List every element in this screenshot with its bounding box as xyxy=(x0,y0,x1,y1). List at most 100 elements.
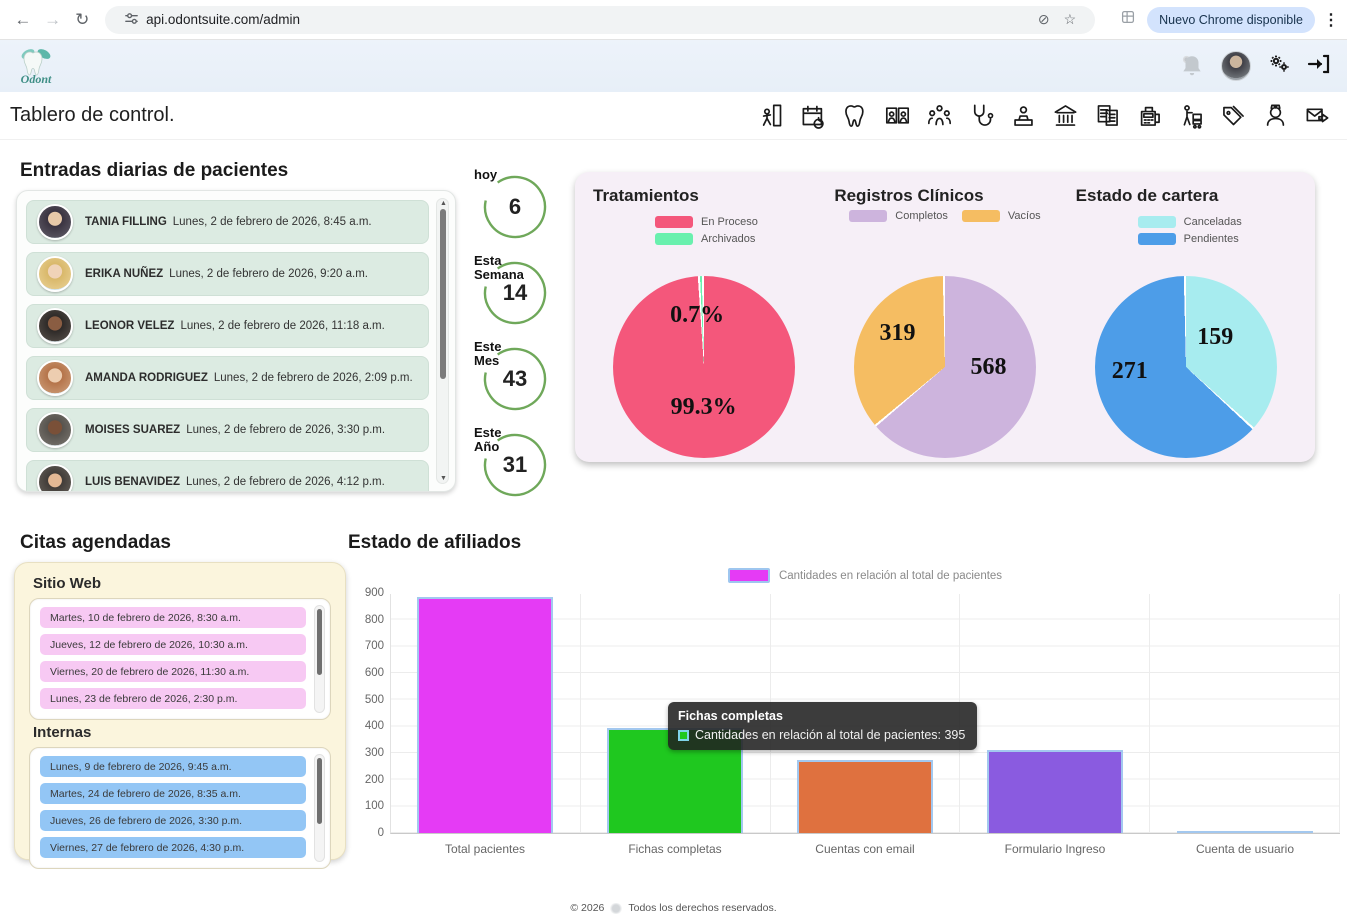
scroll-down-icon[interactable]: ▼ xyxy=(440,475,447,482)
pie-value-label: 99.3% xyxy=(670,394,737,420)
patient-row[interactable]: AMANDA RODRIGUEZ Lunes, 2 de febrero de 2… xyxy=(26,356,429,400)
footer-rights: Todos los derechos reservados. xyxy=(628,902,777,914)
cita-item[interactable]: Martes, 10 de febrero de 2026, 8:30 a.m. xyxy=(40,607,306,628)
patient-row[interactable]: TANIA FILLING Lunes, 2 de febrero de 2026… xyxy=(26,200,429,244)
bar[interactable] xyxy=(986,750,1123,833)
patient-entries-scrollbar[interactable]: ▲ ▼ xyxy=(436,198,449,484)
stethoscope-icon[interactable] xyxy=(968,102,995,129)
stat-badge: 43 Este Mes xyxy=(470,340,564,416)
stat-badge: 14 Esta Semana xyxy=(470,254,564,330)
bar-legend[interactable]: Cantidades en relación al total de pacie… xyxy=(390,568,1340,583)
stat-ring-icon xyxy=(482,346,548,417)
invoices-icon[interactable] xyxy=(1094,102,1121,129)
settings-gears-icon[interactable] xyxy=(1267,53,1291,80)
patient-row[interactable]: ERIKA NUÑEZ Lunes, 2 de febrero de 2026, … xyxy=(26,252,429,296)
patient-row[interactable]: LEONOR VELEZ Lunes, 2 de febrero de 2026,… xyxy=(26,304,429,348)
pie-title: Tratamientos xyxy=(593,186,699,205)
citas-panel: Sitio Web Martes, 10 de febrero de 2026, … xyxy=(14,562,346,869)
reload-icon[interactable]: ↻ xyxy=(75,9,90,29)
cita-item[interactable]: Martes, 24 de febrero de 2026, 8:35 a.m. xyxy=(40,783,306,804)
chrome-update-button[interactable]: Nuevo Chrome disponible xyxy=(1147,6,1315,33)
patient-name: TANIA FILLING xyxy=(85,216,167,228)
pie-legend: Canceladas Pendientes xyxy=(1066,210,1307,250)
legend-item[interactable]: Vacíos xyxy=(961,210,1041,222)
app-header: Odont xyxy=(0,40,1347,92)
bar[interactable] xyxy=(417,597,554,833)
pie-value-label: 159 xyxy=(1197,324,1234,350)
patient-datetime: Lunes, 2 de febrero de 2026, 3:30 p.m. xyxy=(186,424,386,436)
y-axis-tick: 900 xyxy=(364,587,384,599)
legend-label: Pendientes xyxy=(1183,232,1239,245)
site-settings-icon[interactable] xyxy=(124,11,139,29)
bookmark-star-icon[interactable]: ☆ xyxy=(1063,11,1077,27)
bank-icon[interactable] xyxy=(1052,102,1079,129)
citas-heading: Citas agendadas xyxy=(20,532,171,553)
pies-panel: Tratamientos En Proceso Archivados 0.7% 9… xyxy=(575,172,1315,462)
bar-slot xyxy=(771,594,961,833)
cita-item[interactable]: Viernes, 20 de febrero de 2026, 11:30 a.… xyxy=(40,661,306,682)
quick-stats: 6 hoy 14 Esta Semana 43 Este Mes 31 Este Año xyxy=(470,168,564,502)
legend-item[interactable]: Archivados xyxy=(655,232,755,245)
patients-icon[interactable] xyxy=(884,102,911,129)
staff-group-icon[interactable] xyxy=(926,102,953,129)
stat-ring-icon xyxy=(482,174,548,245)
pie-chart[interactable]: 159 271 xyxy=(1095,276,1278,458)
bar-slot xyxy=(1150,594,1340,833)
browser-menu-icon[interactable]: ⋮ xyxy=(1323,11,1339,29)
legend-item[interactable]: Completos xyxy=(849,210,948,222)
cita-item[interactable]: Lunes, 9 de febrero de 2026, 9:45 a.m. xyxy=(40,756,306,777)
legend-item[interactable]: En Proceso xyxy=(655,215,758,228)
cita-item[interactable]: Lunes, 23 de febrero de 2026, 2:30 p.m. xyxy=(40,688,306,709)
nurse-icon[interactable] xyxy=(1262,102,1289,129)
scrollbar-thumb[interactable] xyxy=(317,609,322,675)
patient-avatar xyxy=(37,412,73,448)
scrollbar-thumb[interactable] xyxy=(317,758,322,824)
appointments-calendar-icon[interactable] xyxy=(800,102,827,129)
notifications-bell-icon[interactable] xyxy=(1179,53,1205,79)
bar[interactable] xyxy=(796,759,933,833)
mail-forward-icon[interactable] xyxy=(1304,102,1331,129)
pie-value-label: 271 xyxy=(1111,358,1148,384)
price-tags-icon[interactable] xyxy=(1220,102,1247,129)
tooltip-text: Cantidades en relación al total de pacie… xyxy=(695,728,966,742)
cash-register-icon[interactable] xyxy=(1136,102,1163,129)
brand-name: Odont xyxy=(20,71,52,86)
patient-row[interactable]: MOISES SUAREZ Lunes, 2 de febrero de 2026… xyxy=(26,408,429,452)
legend-swatch xyxy=(655,232,693,245)
bar[interactable] xyxy=(1176,831,1313,833)
x-axis-label: Cuenta de usuario xyxy=(1195,842,1295,856)
address-bar[interactable]: api.odontsuite.com/admin ⊘︎ ☆ xyxy=(105,5,1096,34)
url-text[interactable]: api.odontsuite.com/admin xyxy=(146,12,300,27)
patient-row[interactable]: LUIS BENAVIDEZ Lunes, 2 de febrero de 202… xyxy=(26,460,429,491)
stat-label: hoy xyxy=(474,167,498,182)
cita-item[interactable]: Jueves, 12 de febrero de 2026, 10:30 a.m… xyxy=(40,634,306,655)
citas-section-label: Internas xyxy=(33,724,92,741)
cita-item[interactable]: Jueves, 26 de febrero de 2026, 3:30 p.m. xyxy=(40,810,306,831)
cita-item[interactable]: Viernes, 27 de febrero de 2026, 4:30 p.m… xyxy=(40,837,306,858)
citas-scrollbar[interactable] xyxy=(314,754,325,862)
reception-icon[interactable] xyxy=(1010,102,1037,129)
scrollbar-thumb[interactable] xyxy=(439,209,446,379)
module-icon-strip xyxy=(758,102,1337,129)
logout-icon[interactable] xyxy=(1307,53,1331,80)
citas-scrollbar[interactable] xyxy=(314,605,325,713)
pie-chart[interactable]: 0.7% 99.3% xyxy=(612,276,795,458)
zoom-out-icon[interactable]: ⊘︎ xyxy=(1037,11,1050,27)
pie-value-label: 0.7% xyxy=(670,302,725,328)
patient-name: LUIS BENAVIDEZ xyxy=(85,476,180,488)
legend-item[interactable]: Pendientes xyxy=(1137,232,1239,245)
tooth-icon[interactable] xyxy=(842,102,869,129)
pie-chart[interactable]: 319 568 xyxy=(853,276,1036,458)
back-icon[interactable]: ← xyxy=(14,9,32,29)
extension-icon[interactable] xyxy=(1119,8,1137,31)
forward-icon[interactable]: → xyxy=(44,9,62,29)
legend-swatch xyxy=(1137,215,1176,228)
app-logo[interactable]: Odont xyxy=(10,46,62,87)
legend-item[interactable]: Canceladas xyxy=(1137,215,1242,228)
citas-list: Lunes, 9 de febrero de 2026, 9:45 a.m. Ma… xyxy=(29,747,331,869)
patient-entry-icon[interactable] xyxy=(758,102,785,129)
scroll-up-icon[interactable]: ▲ xyxy=(440,200,447,207)
patient-avatar xyxy=(37,308,73,344)
user-avatar[interactable] xyxy=(1221,51,1251,81)
supplier-cart-icon[interactable] xyxy=(1178,102,1205,129)
